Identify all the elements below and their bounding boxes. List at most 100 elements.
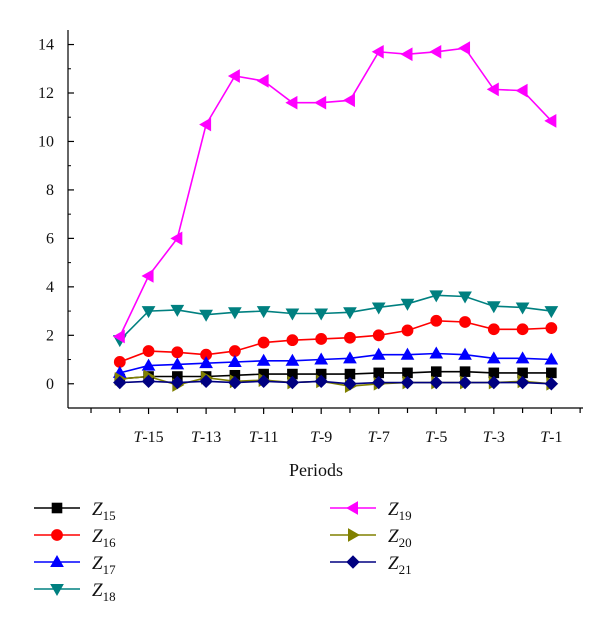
marker-triangle-down [486,301,501,314]
marker-triangle-right [348,528,361,542]
marker-diamond [343,377,357,391]
marker-triangle-up [343,351,357,364]
marker-triangle-down [285,308,300,321]
marker-square [51,502,63,514]
marker-circle [344,331,356,344]
y-tick-label-12: 12 [38,85,54,102]
series-lines-group [119,47,552,388]
marker-triangle-up [256,353,271,366]
legend-item-z18: Z18 [34,580,116,604]
marker-diamond [346,555,360,569]
y-tick-label-14: 14 [38,37,54,54]
marker-circle [315,333,328,345]
series-line-z19 [119,47,552,337]
marker-triangle-up [429,346,444,359]
marker-triangle-left [256,74,269,88]
marker-circle [545,322,558,334]
marker-diamond [400,375,415,390]
marker-triangle-down [199,309,213,322]
marker-circle [459,316,471,328]
marker-triangle-left [458,41,471,56]
legend-label-z21: Z21 [388,553,412,577]
legend-label-z18: Z18 [92,580,116,604]
series-line-z15 [119,370,552,380]
series-line-z20 [119,375,552,388]
marker-triangle-left [227,69,240,83]
marker-circle [257,336,270,349]
marker-diamond [544,377,559,391]
legend-item-z21: Z21 [330,553,412,577]
marker-triangle-down [458,291,472,304]
legend-label-z19: Z19 [388,499,412,523]
marker-diamond [113,375,127,390]
marker-circle [113,356,126,368]
marker-diamond [515,375,530,390]
x-tick-label: T-3 [483,429,505,446]
marker-triangle-up [228,354,242,367]
x-axis-title: Periods [289,460,343,480]
marker-triangle-up [141,358,156,371]
marker-circle [430,314,443,327]
y-tick-label-4: 4 [46,279,54,296]
series-markers-group [112,41,559,394]
y-tick-label-10: 10 [38,133,54,150]
marker-square [459,366,471,377]
marker-diamond [372,375,386,390]
legend-item-z16: Z16 [34,526,116,550]
marker-diamond [256,374,271,389]
marker-triangle-left [544,114,557,128]
marker-triangle-up [50,554,64,567]
legend-label-z15: Z15 [92,499,116,523]
y-tick-label-6: 6 [46,230,54,247]
marker-triangle-left [342,93,355,108]
marker-diamond [429,375,443,390]
marker-triangle-left [199,117,212,132]
marker-triangle-up [515,351,530,364]
marker-circle [516,323,529,336]
marker-triangle-up [199,356,213,369]
marker-triangle-left [486,82,499,97]
marker-diamond [199,374,213,389]
marker-square [430,366,442,377]
marker-triangle-up [170,357,185,370]
marker-triangle-up [285,353,300,366]
marker-triangle-left [371,44,384,59]
marker-triangle-down [515,302,530,315]
legend-label-z20: Z20 [388,526,412,550]
marker-triangle-left [515,83,528,98]
x-tick-label: T-7 [368,429,390,446]
y-tick-label-2: 2 [46,327,54,344]
axes-group: 0 2 4 6 8 10 12 14 T-15 T-13 T-11 T-9 T-7 T-5 T-3 T-1 [38,30,583,446]
marker-circle [228,345,241,357]
marker-diamond [228,375,242,390]
series-line-z17 [119,352,552,374]
x-tick-label: T-15 [133,429,163,446]
marker-triangle-up [486,351,501,364]
marker-circle [142,345,155,357]
marker-triangle-up [314,352,329,365]
marker-diamond [314,374,328,389]
marker-triangle-down [400,298,415,311]
marker-triangle-up [400,347,415,360]
marker-triangle-left [141,269,154,283]
marker-square [546,367,557,379]
marker-circle [401,324,414,337]
marker-triangle-down [256,306,271,319]
marker-diamond [487,375,501,390]
marker-triangle-down [343,307,357,320]
x-tick-label: T-9 [310,429,332,446]
marker-triangle-down [314,308,329,321]
marker-diamond [285,375,300,390]
legend-item-z19: Z19 [330,499,412,523]
marker-triangle-down [170,304,185,317]
series-line-z21 [119,380,552,385]
marker-triangle-left [429,44,442,59]
marker-circle [51,529,63,541]
marker-triangle-down [371,302,386,315]
marker-triangle-left [170,231,183,246]
marker-triangle-down [228,307,242,320]
marker-circle [171,346,184,359]
marker-triangle-left [400,47,413,62]
marker-circle [286,334,299,347]
marker-triangle-down [429,290,444,303]
